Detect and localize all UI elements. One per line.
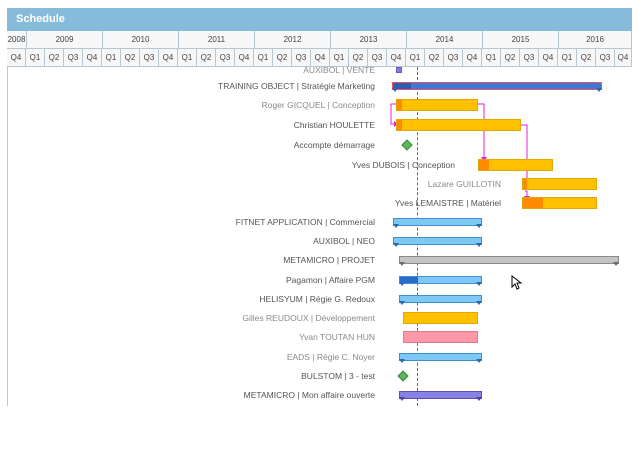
task-bar[interactable] [396,99,478,111]
quarter-header: Q1 [558,49,577,67]
schedule-panel: Schedule 2008 2009 2010 2011 2012 2013 2014 201… [7,8,632,406]
summary-bar[interactable] [393,237,482,247]
task-label[interactable]: Roger GICQUEL | Conception [261,100,375,110]
quarter-header: Q4 [235,49,254,67]
quarter-header: Q1 [482,49,501,67]
quarter-header: Q1 [254,49,273,67]
task-label[interactable]: EADS | Régie C. Noyer [286,352,375,362]
progress-fill [393,83,411,89]
year-header: 2008 [7,31,27,49]
schedule-title: Schedule [7,8,632,31]
progress-fill [479,160,489,170]
link-christian-lazare [521,124,528,181]
year-header: 2012 [255,31,331,49]
task-label[interactable]: METAMICRO | PROJET [283,255,375,265]
year-header: 2009 [27,31,103,49]
task-bar[interactable] [478,159,553,171]
quarter-header: Q1 [406,49,425,67]
task-label[interactable]: BULSTOM | 3 - test [301,371,375,381]
task-label[interactable]: Christian HOULETTE [293,120,375,130]
progress-fill [400,277,418,283]
summary-bar[interactable] [399,295,482,305]
task-label[interactable]: Yves DUBOIS | Conception [351,160,455,170]
year-header: 2016 [559,31,632,49]
task-label[interactable]: Yves LEMAISTRE | Matériel [394,198,501,208]
task-bar[interactable] [403,331,478,343]
quarter-header: Q4 [387,49,406,67]
quarter-header: Q4 [539,49,558,67]
task-bar[interactable] [522,178,597,190]
quarter-header: Q3 [64,49,83,67]
task-label[interactable]: Yvan TOUTAN HUN [298,332,375,342]
task-label[interactable]: AUXIBOL | NEO [313,236,375,246]
link-lazare-lemaistre [525,190,528,198]
quarter-header: Q4 [463,49,482,67]
task-label[interactable]: HELISYUM | Régie G. Redoux [259,294,375,304]
left-border [7,67,8,406]
task-label[interactable]: METAMICRO | Mon affaire ouverte [243,390,375,400]
link-roger-yves [478,103,485,159]
task-label[interactable]: TRAINING OBJECT | Stratégie Marketing [218,81,375,91]
quarter-header: Q4 [311,49,330,67]
quarter-header: Q3 [520,49,539,67]
quarter-header: Q3 [368,49,387,67]
summary-bar[interactable] [399,353,482,363]
quarter-header: Q2 [425,49,444,67]
progress-fill [523,198,543,208]
quarter-header: Q1 [26,49,45,67]
year-header: 2011 [179,31,255,49]
summary-bar[interactable] [393,218,482,228]
summary-bar[interactable] [399,256,619,266]
task-bar[interactable] [522,197,597,209]
quarter-header: Q3 [140,49,159,67]
task-label[interactable]: Gilles REUDOUX | Développement [242,313,375,323]
quarter-header: Q2 [349,49,368,67]
task-label[interactable]: FITNET APPLICATION | Commercial [235,217,375,227]
quarter-header: Q4 [7,49,26,67]
year-header: 2015 [483,31,559,49]
timeline-header: 2008 2009 2010 2011 2012 2013 2014 2015 2016 Q4 Q1… [7,31,632,67]
quarter-header: Q2 [197,49,216,67]
progress-fill [523,179,527,189]
quarter-header: Q2 [45,49,64,67]
task-label[interactable]: Accompte démarrage [293,140,375,150]
quarter-header: Q2 [577,49,596,67]
quarter-header: Q2 [121,49,140,67]
task-bar[interactable] [403,312,478,324]
year-header: 2013 [331,31,407,49]
quarter-header: Q3 [596,49,615,67]
quarter-header: Q2 [501,49,520,67]
quarter-header: Q2 [273,49,292,67]
mouse-cursor-icon [511,275,523,290]
year-header: 2014 [407,31,483,49]
quarter-header: Q3 [292,49,311,67]
task-label[interactable]: Lazare GUILLOTIN [427,179,501,189]
summary-bar[interactable] [399,391,482,401]
task-bar[interactable] [396,119,521,131]
progress-fill [397,100,402,110]
quarter-header: Q1 [330,49,349,67]
task-label[interactable]: Pagamon | Affaire PGM [286,275,375,285]
task-label[interactable]: AUXIBOL | VENTE [303,65,375,75]
gantt-body: AUXIBOL | VENTE TRAINING OBJECT | Stratég… [7,65,632,406]
quarter-header: Q3 [216,49,235,67]
quarter-header: Q1 [178,49,197,67]
quarter-header: Q4 [615,49,632,67]
progress-fill [397,120,402,130]
task-bar[interactable] [396,67,402,73]
summary-bar[interactable] [392,82,602,92]
quarter-header: Q3 [444,49,463,67]
summary-bar[interactable] [399,276,482,286]
quarter-header: Q1 [102,49,121,67]
quarter-header: Q4 [159,49,178,67]
quarter-header: Q4 [83,49,102,67]
today-line [417,67,418,406]
year-header: 2010 [103,31,179,49]
